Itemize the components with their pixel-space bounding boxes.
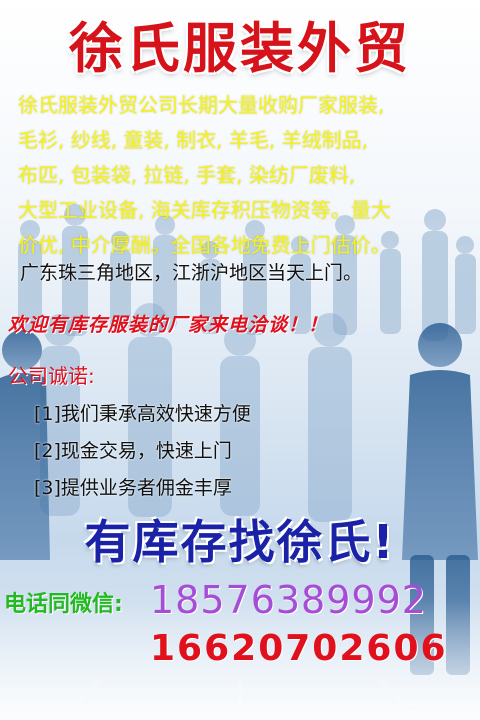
description-line: 大型工业设备, 海关库存积压物资等。量大: [18, 198, 391, 222]
welcome-text: 欢迎有库存服装的厂家来电洽谈！！: [8, 314, 329, 336]
poster-title: 徐氏服装外贸: [69, 16, 411, 80]
description-line: 徐氏服装外贸公司长期大量收购厂家服装,: [18, 93, 385, 117]
commitment-item: [1]我们秉承高效快速方便: [34, 403, 251, 425]
slogan: 有库存找徐氏!: [84, 515, 396, 569]
service-area-text: 广东珠三角地区，江浙沪地区当天上门。: [20, 262, 363, 284]
commitments-heading: 公司诚诺:: [8, 364, 95, 388]
commitment-item: [2]现金交易，快速上门: [34, 440, 232, 462]
description-line: 毛衫, 纱线, 童装, 制衣, 羊毛, 羊绒制品,: [18, 128, 368, 152]
phone-number-secondary[interactable]: 16620702606: [150, 628, 448, 669]
phone-number-primary[interactable]: 18576389992: [150, 578, 427, 622]
description-line: 价优, 中介厚酬。全国各地免费上门估价。: [18, 233, 391, 257]
commitments-list: [1]我们秉承高效快速方便 [2]现金交易，快速上门 [3]提供业务者佣金丰厚: [34, 396, 394, 507]
commitment-item: [3]提供业务者佣金丰厚: [34, 477, 232, 499]
description-line: 布匹, 包装袋, 拉链, 手套, 染纺厂废料,: [18, 163, 356, 187]
business-description: 徐氏服装外贸公司长期大量收购厂家服装, 毛衫, 纱线, 童装, 制衣, 羊毛, …: [18, 88, 466, 263]
contact-label: 电话同微信:: [4, 592, 123, 617]
